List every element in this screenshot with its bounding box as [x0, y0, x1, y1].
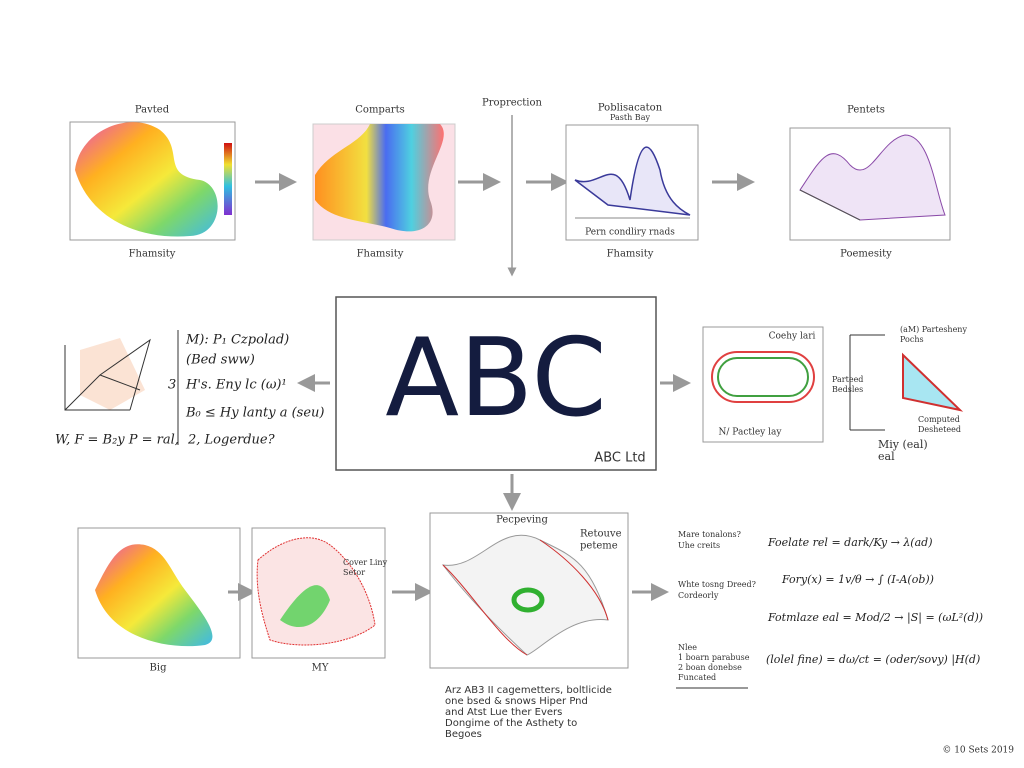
text-line: Begoes: [445, 729, 482, 740]
panel-title: Pecpeving: [496, 515, 548, 526]
equation: Fotmlaze eal = Mod/2 → |S| = (ωL²(d)): [767, 611, 983, 625]
text-line: 1 boarn parabuse: [678, 653, 750, 662]
label: Proprection: [482, 98, 542, 109]
text-line: Setor: [343, 568, 365, 577]
bracket: [849, 334, 885, 431]
text-line: Desheteed: [918, 425, 961, 434]
note-line: M): P₁ Czpolad): [185, 333, 289, 348]
panel-title: Poblisacaton: [598, 103, 663, 114]
note-line: 2, Logerdue?: [187, 433, 276, 448]
loop: [511, 587, 545, 613]
text-line: one bsed & snows Hiper Pnd: [445, 696, 588, 707]
surface: [75, 122, 218, 237]
text-line: Cover Liny: [343, 558, 388, 567]
panel-title: Comparts: [355, 105, 404, 116]
formula: W, F = B₂y P = ral,: [55, 433, 179, 448]
surface: [95, 544, 213, 647]
axis-label: MY: [312, 663, 329, 674]
note-line: B₀ ≤ Hy lanty a (seu): [185, 406, 324, 421]
triangle: [902, 352, 964, 412]
text-line: Nlee: [678, 643, 697, 652]
text-line: Whte tosng Dreed?: [678, 580, 756, 589]
text-line: Miy (eal): [878, 438, 928, 451]
text-line: Uhe creits: [678, 541, 720, 550]
center-box: [335, 296, 657, 471]
note-line: H's. Eny lc (ω)¹: [185, 378, 287, 393]
caption: Pern condliry rnads: [585, 228, 675, 238]
colorbar: [224, 143, 232, 215]
text-line: (aM) Partesheny: [900, 325, 967, 334]
logo: ABC: [385, 316, 606, 441]
text-line: Funcated: [678, 673, 716, 682]
text-line: eal: [878, 450, 895, 463]
curve: [574, 146, 691, 216]
mesh-highlight: [280, 585, 330, 628]
equation: (lolel fine) = dω/ct = (oder/sovy) |H(d): [766, 653, 980, 667]
surface: [799, 134, 946, 221]
text-line: Mare tonalons?: [678, 530, 741, 539]
axis-label: Big: [150, 663, 168, 674]
note-line: (Bed sww): [186, 353, 255, 368]
sketch-fill: [80, 338, 145, 410]
text-line: Bedsles: [832, 385, 863, 394]
text-line: and Atst Lue ther Evers: [445, 707, 562, 718]
edge: [442, 539, 609, 656]
label: 3: [168, 378, 176, 393]
panel-frame: [702, 326, 824, 443]
panel-subtitle: Pasth Bay: [610, 113, 650, 122]
equation: Fory(x) = 1v/θ → ∫ (I-A(ob)): [781, 573, 934, 586]
text-line: Arz AB3 II cagemetters, boltlicide: [445, 685, 612, 696]
axis-label: Fhamsity: [357, 249, 404, 260]
panel-title: Pentets: [847, 105, 885, 116]
equation: Foelate rel = dark/Ky → λ(ad): [767, 536, 932, 549]
surface: [315, 124, 444, 232]
axis-label: Fhamsity: [129, 249, 176, 260]
footer: © 10 Sets 2019: [942, 746, 1014, 756]
text-line: 2 boan donebse: [678, 663, 742, 672]
oval: [711, 351, 815, 403]
text-line: Cordeorly: [678, 591, 719, 600]
text-line: Dongime of the Asthety to: [445, 718, 577, 729]
sketch: [64, 338, 151, 411]
axis-label: Poemesity: [840, 249, 892, 260]
panel-title: Pavted: [135, 105, 170, 116]
text-line: Computed: [918, 415, 960, 424]
panel-title: Coehy lari: [769, 332, 816, 342]
text-line: Parteed: [832, 375, 863, 384]
text-line: Pochs: [900, 335, 924, 344]
company-name: ABC Ltd: [594, 451, 645, 466]
oval: [717, 357, 809, 397]
axis-label: Fhamsity: [607, 249, 654, 260]
caption: N/ Pactley lay: [719, 428, 783, 438]
text-line: peteme: [580, 541, 618, 552]
text-line: Retouve: [580, 529, 622, 540]
axis: [799, 189, 861, 221]
